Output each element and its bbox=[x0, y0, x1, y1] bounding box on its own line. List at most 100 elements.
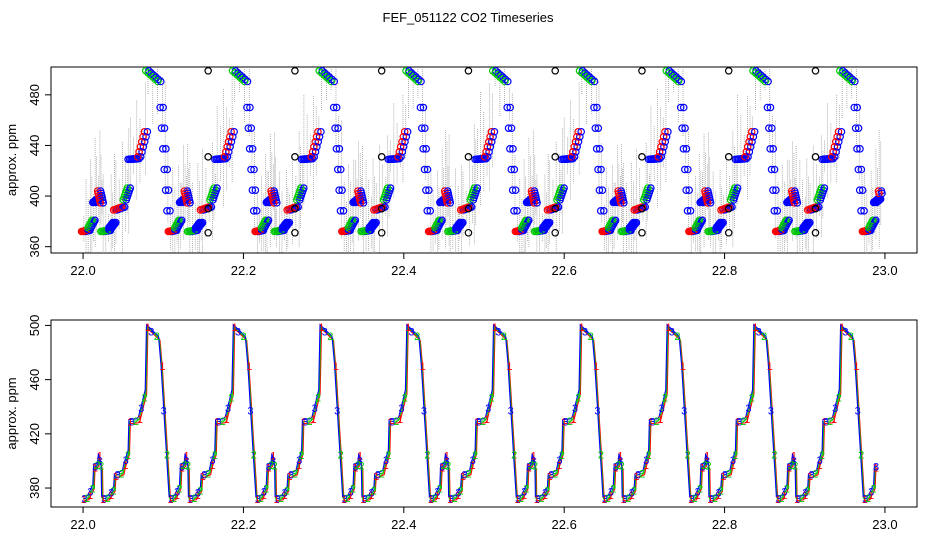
point-label: 3 bbox=[439, 461, 445, 473]
point-label: 2 bbox=[740, 416, 746, 428]
top-xtick-label: 22.8 bbox=[712, 263, 737, 278]
point-label: 3 bbox=[855, 405, 861, 417]
data-point bbox=[657, 153, 666, 161]
data-point bbox=[425, 186, 433, 194]
point-label: 1 bbox=[730, 460, 736, 472]
data-point bbox=[872, 216, 880, 225]
point-label: 2 bbox=[181, 460, 187, 472]
top-ylabel: approx. ppm bbox=[4, 124, 19, 196]
point-label: 3 bbox=[635, 470, 641, 482]
point-label: 3 bbox=[608, 487, 614, 499]
point-label: 2 bbox=[631, 485, 637, 497]
point-label: 2 bbox=[228, 392, 234, 404]
point-label: 2 bbox=[511, 450, 517, 462]
data-point bbox=[480, 153, 489, 161]
data-point bbox=[359, 199, 368, 207]
data-point bbox=[733, 184, 742, 192]
data-point bbox=[156, 103, 164, 112]
point-label: 1 bbox=[744, 414, 750, 426]
data-point bbox=[473, 184, 482, 192]
bottom-ylabel: approx. ppm bbox=[4, 377, 19, 449]
data-point bbox=[829, 148, 837, 156]
bottom-xtick-label: 22.8 bbox=[712, 517, 737, 532]
data-point bbox=[833, 142, 842, 151]
data-point bbox=[332, 145, 341, 153]
data-point bbox=[750, 127, 759, 136]
data-point bbox=[521, 216, 530, 225]
point-label: 3 bbox=[428, 493, 434, 505]
data-point bbox=[329, 103, 338, 112]
data-point bbox=[249, 207, 258, 215]
data-point bbox=[112, 218, 120, 227]
point-label: 1 bbox=[209, 460, 215, 472]
point-label: 2 bbox=[588, 331, 594, 343]
data-point bbox=[763, 103, 772, 112]
point-label: 3 bbox=[174, 487, 180, 499]
data-point bbox=[399, 142, 408, 151]
point-label: 2 bbox=[212, 450, 218, 462]
point-label: 3 bbox=[756, 326, 762, 338]
point-label: 2 bbox=[674, 331, 680, 343]
point-label: 1 bbox=[92, 463, 98, 475]
point-label: 1 bbox=[657, 414, 663, 426]
point-label: 2 bbox=[639, 468, 645, 480]
data-point bbox=[419, 145, 427, 153]
data-point bbox=[422, 145, 430, 153]
data-point bbox=[132, 154, 140, 163]
bottom-xtick-label: 22.2 bbox=[231, 517, 256, 532]
point-label: 2 bbox=[84, 493, 90, 505]
point-label: 2 bbox=[552, 468, 558, 480]
point-label: 1 bbox=[643, 460, 649, 472]
top-xtick-label: 22.0 bbox=[70, 263, 95, 278]
bottom-ytick-label: 500 bbox=[27, 315, 42, 337]
point-label: 2 bbox=[141, 392, 147, 404]
point-label: 2 bbox=[315, 392, 321, 404]
data-point bbox=[674, 77, 683, 86]
data-point bbox=[659, 132, 668, 141]
data-point bbox=[348, 216, 357, 225]
reference-point bbox=[204, 153, 212, 161]
data-point bbox=[270, 199, 278, 207]
point-label: 3 bbox=[455, 488, 461, 500]
point-label: 3 bbox=[108, 488, 114, 500]
data-point bbox=[595, 186, 604, 194]
point-label: 1 bbox=[301, 417, 307, 429]
data-point bbox=[715, 219, 724, 228]
point-label: 1 bbox=[81, 494, 87, 506]
reference-point bbox=[551, 204, 560, 213]
data-point bbox=[456, 218, 464, 227]
data-point bbox=[392, 154, 401, 163]
data-point bbox=[394, 153, 402, 161]
data-point bbox=[664, 127, 672, 136]
data-point bbox=[314, 137, 323, 146]
point-label: 3 bbox=[312, 403, 318, 415]
data-point bbox=[510, 207, 518, 215]
point-label: 3 bbox=[776, 493, 782, 505]
point-label: 1 bbox=[224, 414, 230, 426]
data-point bbox=[133, 153, 142, 161]
point-label: 2 bbox=[778, 493, 784, 505]
point-label: 1 bbox=[108, 490, 114, 502]
point-label: 3 bbox=[421, 405, 427, 417]
data-point bbox=[195, 218, 204, 227]
point-label: 1 bbox=[397, 414, 403, 426]
point-label: 2 bbox=[870, 483, 876, 495]
point-label: 2 bbox=[761, 331, 767, 343]
point-label: 1 bbox=[831, 414, 837, 426]
data-point bbox=[541, 220, 549, 229]
point-label: 2 bbox=[836, 392, 842, 404]
data-point bbox=[487, 127, 496, 136]
point-label: 1 bbox=[665, 322, 671, 334]
data-point bbox=[533, 199, 541, 207]
data-point bbox=[587, 77, 596, 86]
point-label: 3 bbox=[617, 456, 623, 468]
data-point bbox=[399, 132, 408, 141]
point-label: 3 bbox=[681, 405, 687, 417]
point-label: 1 bbox=[360, 494, 366, 506]
data-point bbox=[836, 132, 844, 141]
point-label: 2 bbox=[284, 485, 290, 497]
point-label: 3 bbox=[495, 326, 501, 338]
data-point bbox=[386, 184, 395, 192]
data-point bbox=[220, 153, 229, 161]
data-point bbox=[139, 142, 148, 151]
